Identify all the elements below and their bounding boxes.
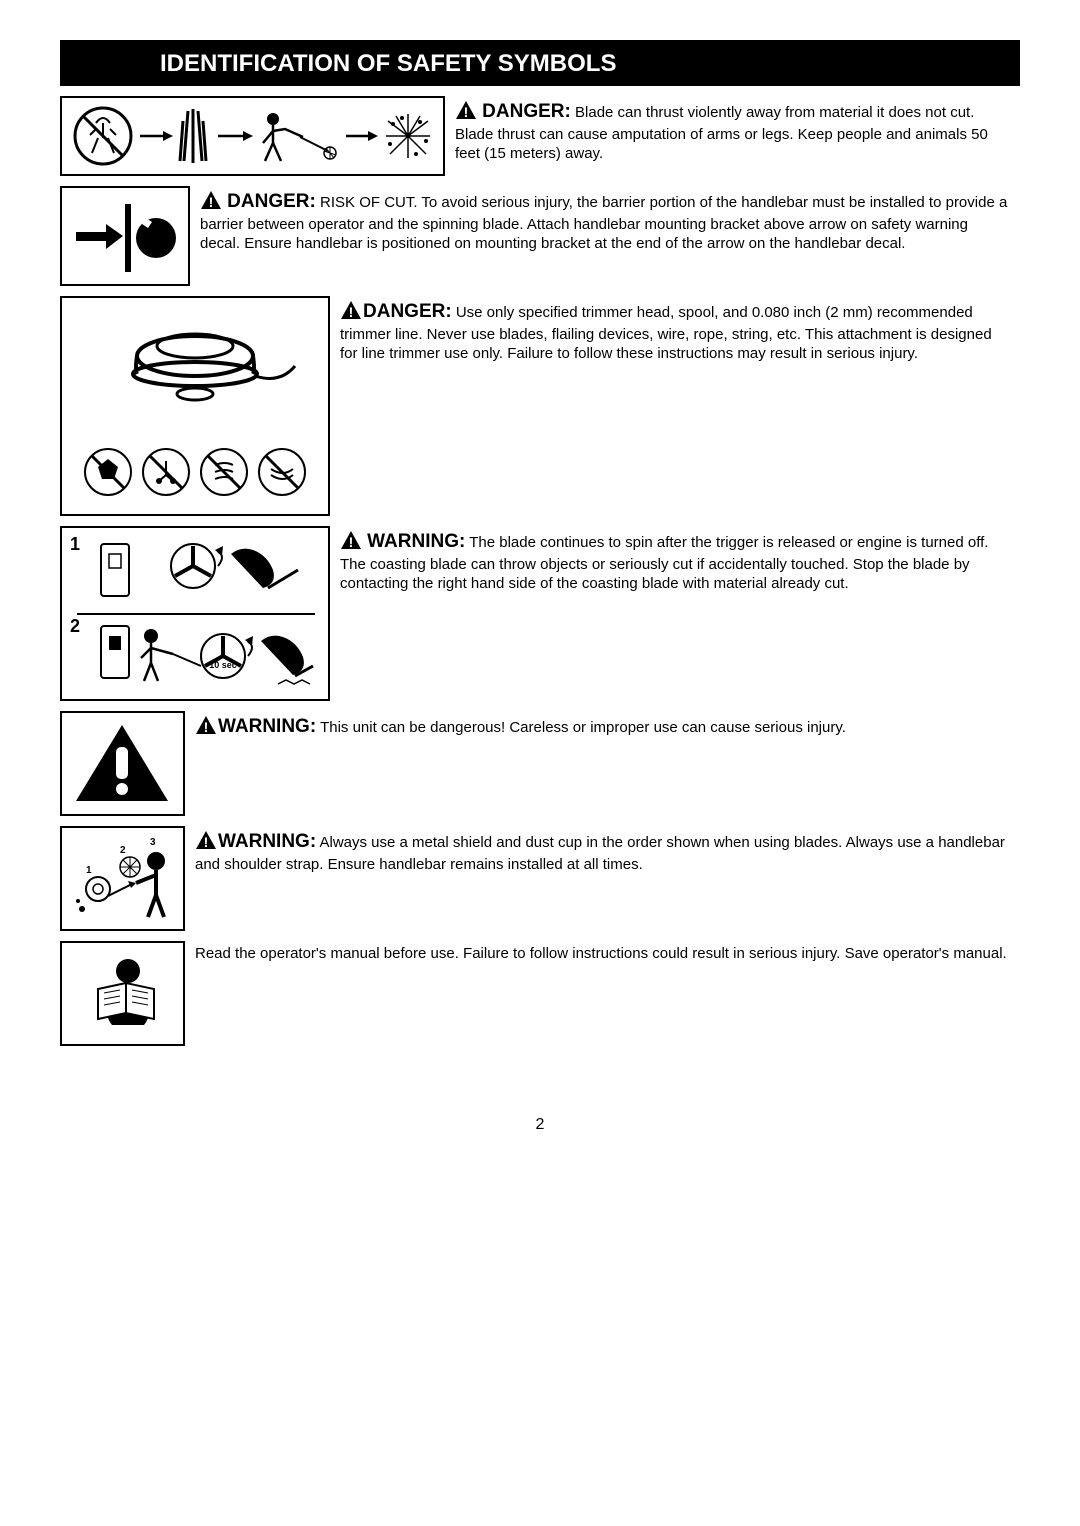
danger-icon: ! <box>455 100 477 126</box>
prohibition-icons-row <box>84 448 306 496</box>
warning-icon: ! <box>195 715 217 741</box>
safety-item-6: 3 2 1 ! WARNING: Always use a metal shie… <box>60 826 1020 931</box>
read-manual-icon-box <box>60 941 185 1046</box>
safety-text-2: ! DANGER: RISK OF CUT. To avoid serious … <box>190 186 1020 257</box>
safety-text-3: ! DANGER: Use only specified trimmer hea… <box>330 296 1020 367</box>
label-1: DANGER: <box>482 101 571 122</box>
svg-text:!: ! <box>349 534 354 550</box>
header-title: IDENTIFICATION OF SAFETY SYMBOLS <box>60 40 1020 86</box>
svg-text:10 sec: 10 sec <box>209 660 237 670</box>
svg-text:!: ! <box>464 104 469 120</box>
shield-handlebar-diagram: 3 2 1 <box>60 826 185 931</box>
svg-text:2: 2 <box>120 845 126 856</box>
label-2: DANGER: <box>227 191 316 212</box>
danger-icon: ! <box>200 190 222 216</box>
label-3: DANGER: <box>363 301 452 322</box>
label-4: WARNING: <box>367 531 465 552</box>
text-2: RISK OF CUT. To avoid serious injury, th… <box>200 194 1007 252</box>
label-6: WARNING: <box>218 831 316 852</box>
warning-icon: ! <box>340 530 362 556</box>
safety-item-2: ! DANGER: RISK OF CUT. To avoid serious … <box>60 186 1020 286</box>
safety-text-7: Read the operator's manual before use. F… <box>185 941 1017 968</box>
svg-text:1: 1 <box>86 865 92 876</box>
safety-text-5: ! WARNING: This unit can be dangerous! C… <box>185 711 856 745</box>
no-flail-icon <box>142 448 190 496</box>
handlebar-barrier-diagram <box>60 186 190 286</box>
no-blade-icon <box>84 448 132 496</box>
text-7: Read the operator's manual before use. F… <box>195 945 1007 962</box>
svg-text:!: ! <box>349 304 354 320</box>
warning-icon: ! <box>195 830 217 856</box>
no-rope-icon <box>258 448 306 496</box>
general-warning-icon-box <box>60 711 185 816</box>
safety-text-1: ! DANGER: Blade can thrust violently awa… <box>445 96 1020 167</box>
text-5: This unit can be dangerous! Careless or … <box>320 719 846 736</box>
svg-text:!: ! <box>209 194 214 210</box>
blade-thrust-diagram <box>60 96 445 176</box>
svg-text:!: ! <box>204 719 209 735</box>
danger-icon: ! <box>340 300 362 326</box>
safety-item-1: ! DANGER: Blade can thrust violently awa… <box>60 96 1020 176</box>
diagram-number-2: 2 <box>70 616 80 637</box>
safety-item-5: ! WARNING: This unit can be dangerous! C… <box>60 711 1020 816</box>
safety-item-7: Read the operator's manual before use. F… <box>60 941 1020 1046</box>
safety-item-3: ! DANGER: Use only specified trimmer hea… <box>60 296 1020 516</box>
page-number: 2 <box>60 1116 1020 1134</box>
blade-coasting-diagram: 1 2 10 sec <box>60 526 330 701</box>
svg-text:3: 3 <box>150 837 156 848</box>
trimmer-head-diagram <box>60 296 330 516</box>
label-5: WARNING: <box>218 716 316 737</box>
svg-text:!: ! <box>204 834 209 850</box>
safety-text-6: ! WARNING: Always use a metal shield and… <box>185 826 1020 879</box>
safety-text-4: ! WARNING: The blade continues to spin a… <box>330 526 1020 597</box>
diagram-number-1: 1 <box>70 534 80 555</box>
text-6: Always use a metal shield and dust cup i… <box>195 834 1005 873</box>
no-wire-icon <box>200 448 248 496</box>
safety-item-4: 1 2 10 sec <box>60 526 1020 701</box>
